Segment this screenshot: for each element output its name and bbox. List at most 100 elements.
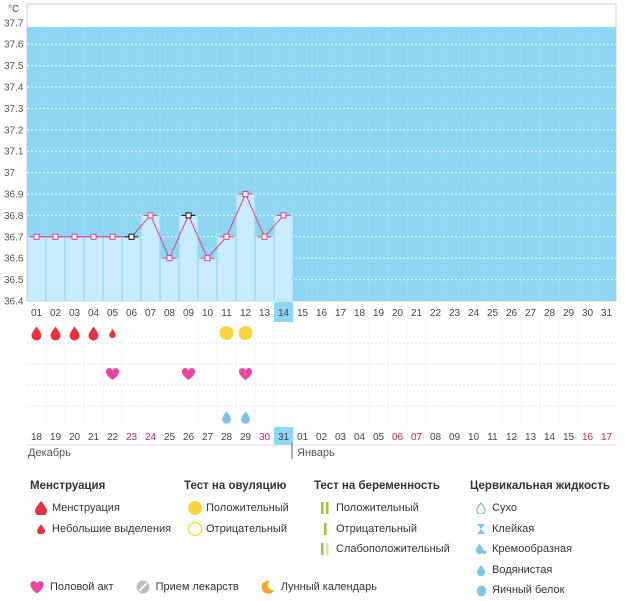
calendar-date: 17 (601, 432, 613, 443)
cycle-day-label: 12 (240, 308, 252, 319)
one-line-icon (314, 522, 336, 536)
blood-drop-icon (31, 326, 42, 341)
calendar-date: 30 (259, 432, 271, 443)
legend-ovulation-title: Тест на овуляцию (184, 480, 287, 492)
blood-drop-icon (30, 501, 52, 516)
ovulation-positive-icon (238, 326, 253, 340)
cycle-day-label: 20 (392, 308, 404, 319)
legend-item-creamy: Кремообразная (470, 539, 610, 560)
calendar-date: 07 (411, 432, 423, 443)
calendar-date: 09 (449, 432, 461, 443)
temperature-point (242, 191, 249, 197)
legend-item-medication: Прием лекарств (136, 580, 239, 594)
temperature-bar (255, 236, 274, 302)
legend-item-dry: Сухо (470, 498, 610, 519)
month-label: Декабрь (28, 447, 71, 459)
temperature-bar (27, 236, 46, 302)
y-tick-label: 37.7 (4, 18, 24, 29)
heart-icon (238, 368, 253, 380)
temperature-bar (141, 214, 160, 302)
legend-item-intercourse: Половой акт (30, 580, 114, 594)
calendar-date: 08 (430, 432, 442, 443)
legend-item-sticky: Клейкая (470, 519, 610, 540)
cycle-day-label: 06 (126, 308, 138, 319)
temperature-bars (27, 193, 293, 302)
sun-outline-icon (184, 521, 206, 537)
cycle-day-label: 15 (297, 308, 309, 319)
cycle-day-label: 14 (278, 308, 290, 319)
legend-item-label: Отрицательный (206, 522, 287, 535)
legend-item-spotting: Небольшие выделения (30, 519, 171, 540)
calendar-date: 16 (582, 432, 594, 443)
calendar-date: 29 (240, 432, 252, 443)
calendar-date: 31 (278, 432, 290, 443)
heart-icon (30, 580, 44, 593)
calendar-date: 24 (145, 432, 157, 443)
calendar-date: 11 (487, 432, 498, 443)
temperature-point (204, 255, 211, 262)
sun-filled-icon (184, 500, 206, 516)
cycle-day-label: 02 (50, 308, 62, 319)
cycle-day-label: 26 (506, 308, 518, 319)
chart-gridlines (27, 22, 616, 301)
calendar-date: 01 (297, 432, 309, 443)
legend-menstruation: Менструация Менструация Небольшие выделе… (30, 480, 171, 539)
cycle-day-label: 07 (145, 308, 157, 319)
legend-item-pregnancy-weak: Слабоположительный (314, 539, 450, 560)
cycle-day-label: 21 (411, 308, 423, 319)
hourglass-icon (470, 523, 492, 535)
calendar-dates-row: 18 19 20 21 22 23 24 25 26 27 28 29 30 31 01 02 03 04 05 06… (27, 427, 616, 459)
faint-lines-icon (314, 542, 336, 556)
temperature-bar (236, 193, 255, 302)
cycle-day-label: 17 (335, 308, 347, 319)
legend-cervical-title: Цервикальная жидкость (470, 480, 610, 492)
legend-item-label: Лунный календарь (280, 581, 377, 593)
month-label: Январь (297, 447, 335, 459)
blood-drop-icon (88, 326, 99, 341)
calendar-date: 21 (88, 432, 100, 443)
y-tick-label: 37.5 (4, 61, 24, 72)
cycle-day-label: 13 (259, 308, 271, 319)
temperature-bar (122, 236, 141, 302)
y-tick-label: 36.5 (4, 275, 24, 286)
temperature-point (223, 233, 230, 240)
legend-item-egg-white: Яичный белок (470, 580, 610, 601)
cycle-day-label: 09 (183, 308, 195, 319)
calendar-date: 10 (468, 432, 480, 443)
legend-pregnancy: Тест на беременность Положительный Отриц… (314, 480, 450, 560)
y-tick-label: 37.3 (4, 104, 24, 115)
calendar-row-bg (27, 429, 616, 447)
current-date-highlight (274, 427, 293, 445)
calendar-date: 22 (107, 432, 119, 443)
temperature-point (128, 233, 135, 240)
blood-drop-icon (69, 326, 80, 341)
temperature-point (52, 233, 59, 240)
legend-item-label: Водянистая (492, 563, 553, 576)
legend-item-label: Слабоположительный (336, 543, 450, 556)
calendar-date: 15 (563, 432, 575, 443)
y-tick-label: 37.6 (4, 40, 24, 51)
calendar-date: 19 (50, 432, 62, 443)
legend-item-label: Прием лекарств (155, 581, 239, 593)
temperature-bar (65, 236, 84, 302)
calendar-date: 26 (183, 432, 195, 443)
temperature-point (147, 212, 154, 219)
two-lines-icon (314, 501, 336, 515)
legend-item-label: Положительный (336, 502, 419, 515)
calendar-date: 05 (373, 432, 385, 443)
ovulation-positive-icon (219, 326, 234, 340)
temperature-point (166, 255, 173, 262)
calendar-date: 03 (335, 432, 347, 443)
calendar-date: 13 (525, 432, 537, 443)
legend-cervical: Цервикальная жидкость Сухо Клейкая Кремо… (470, 480, 610, 601)
calendar-date: 18 (31, 432, 43, 443)
legend-item-ovulation-positive: Положительный (184, 498, 289, 519)
legend-item-pregnancy-positive: Положительный (314, 498, 450, 519)
temperature-bar (160, 257, 179, 302)
legend-ovulation: Тест на овуляцию Положительный Отрицател… (184, 480, 289, 539)
calendar-date: 20 (69, 432, 81, 443)
y-tick-label: 36.4 (4, 297, 24, 308)
y-tick-label: 36.8 (4, 211, 24, 222)
legend-item-label: Половой акт (50, 581, 114, 593)
y-tick-label: 37 (4, 168, 16, 179)
